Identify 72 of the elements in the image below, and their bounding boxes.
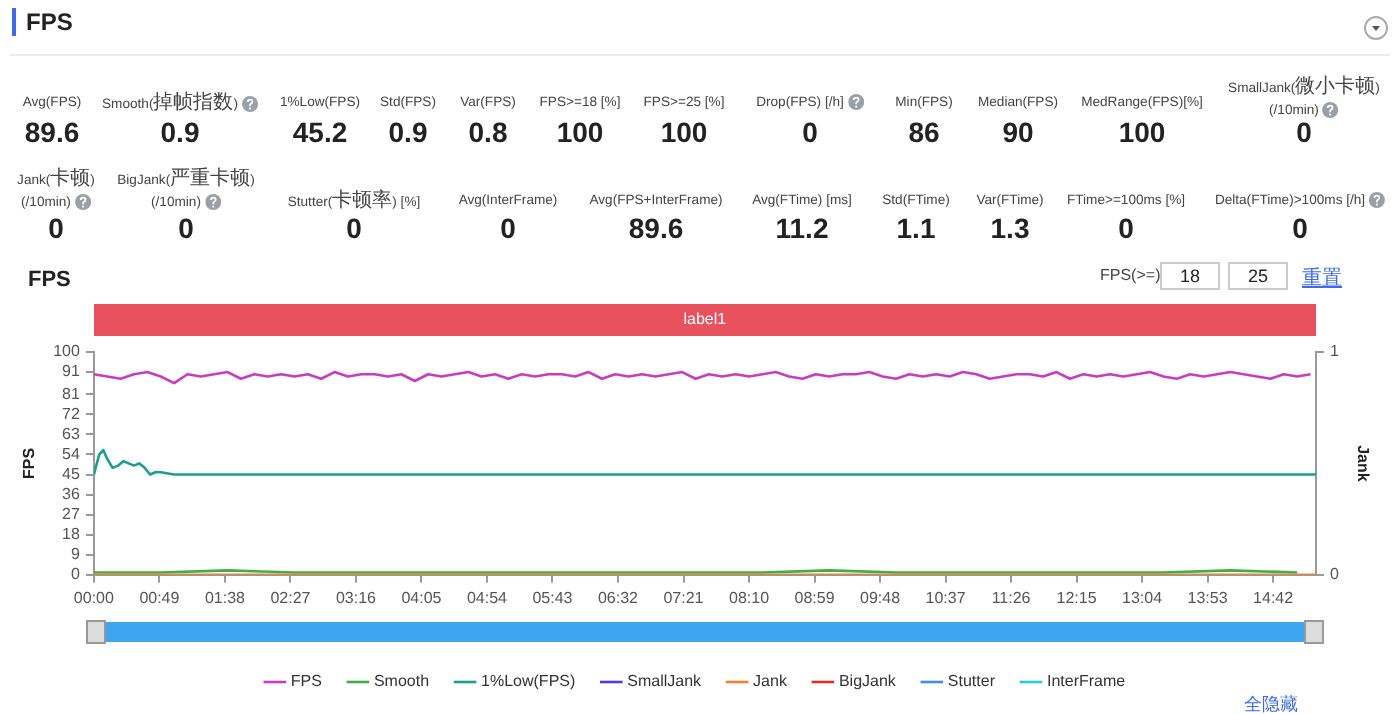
y2-axis-title: Jank	[1353, 445, 1372, 483]
x-tick-label: 02:27	[270, 588, 312, 607]
x-tick-label: 12:15	[1056, 588, 1098, 607]
x-tick-label: 09:48	[860, 588, 902, 607]
chart-title: FPS	[28, 268, 71, 292]
data-label: 100	[660, 116, 708, 148]
text: 全隐藏	[1244, 692, 1298, 714]
y2-tick-label: 1	[1329, 342, 1340, 361]
y-tick-label: 72	[62, 404, 81, 423]
y-tick-label: 100	[53, 342, 81, 361]
data-label: 0	[1296, 116, 1312, 148]
x-tick-label: 13:53	[1187, 588, 1229, 607]
data-label: 100	[556, 116, 604, 148]
legend-label: Stutter	[947, 672, 996, 691]
data-label: 1.3	[990, 212, 1030, 244]
data-label: 0.9	[388, 116, 428, 148]
y-tick-label: 91	[62, 362, 81, 381]
legend-label: BigJank	[838, 672, 898, 691]
data-label: 0	[1118, 212, 1134, 244]
y-tick-label: 81	[62, 384, 81, 403]
legend-label: SmallJank	[627, 672, 704, 691]
data-label: 0.9	[160, 116, 200, 148]
y-axis-title: FPS	[20, 446, 39, 479]
data-label: 86	[908, 116, 940, 148]
y-tick-label: 27	[62, 505, 81, 524]
legend-label: InterFrame	[1046, 672, 1127, 691]
data-label: 100	[1118, 116, 1166, 148]
x-tick-label: 10:37	[925, 588, 967, 607]
x-tick-label: 05:43	[532, 588, 574, 607]
y-tick-label: 36	[62, 485, 81, 503]
text: FPS	[12, 8, 73, 36]
data-label: 0	[178, 212, 194, 244]
data-label: 0.8	[468, 116, 508, 148]
data-label: 0	[500, 212, 516, 244]
legend-label: Jank	[753, 672, 789, 691]
y-tick-label: 0	[70, 565, 81, 584]
text: 重置	[1302, 265, 1342, 292]
y-tick-label: 18	[62, 525, 81, 544]
data-label: 0	[802, 116, 818, 148]
x-tick-label: 07:21	[663, 588, 705, 607]
x-tick-label: 08:59	[794, 588, 836, 607]
x-tick-label: 11:26	[991, 588, 1032, 607]
y-tick-label: 54	[62, 444, 81, 463]
data-label: 11.2	[775, 212, 829, 244]
x-tick-label: 08:10	[728, 588, 771, 607]
x-tick-label: 04:54	[466, 588, 509, 607]
data-label: 1.1	[896, 212, 936, 244]
x-tick-label: 04:05	[401, 588, 443, 607]
x-tick-label: 13:04	[1122, 588, 1164, 607]
data-label: 90	[1002, 116, 1034, 148]
legend-label: FPS	[290, 672, 322, 691]
x-tick-label: 00:49	[139, 588, 181, 607]
text: FPS(>=)	[1100, 266, 1161, 284]
text: 18	[1160, 262, 1220, 290]
y-tick-label: 45	[62, 464, 81, 483]
data-label: 0	[346, 212, 362, 244]
x-tick-label: 01:38	[204, 588, 247, 607]
data-label: 89.6	[628, 212, 684, 244]
x-tick-label: 03:16	[335, 588, 378, 607]
data-label: 89.6	[24, 116, 80, 148]
x-tick-label: 00:00	[73, 588, 115, 607]
legend-label: 1%Low(FPS)	[481, 672, 576, 691]
label-banner: label1	[93, 304, 1316, 336]
legend-label: Smooth	[373, 672, 430, 691]
text: 25	[1228, 262, 1288, 290]
y-tick-label: 9	[70, 545, 81, 564]
x-tick-label: 14:42	[1253, 588, 1295, 607]
x-tick-label: 06:32	[597, 588, 640, 607]
y-tick-label: 63	[62, 424, 81, 443]
data-label: 45.2	[292, 116, 348, 148]
y2-tick-label: 0	[1329, 565, 1340, 584]
data-label: 0	[1292, 212, 1308, 244]
